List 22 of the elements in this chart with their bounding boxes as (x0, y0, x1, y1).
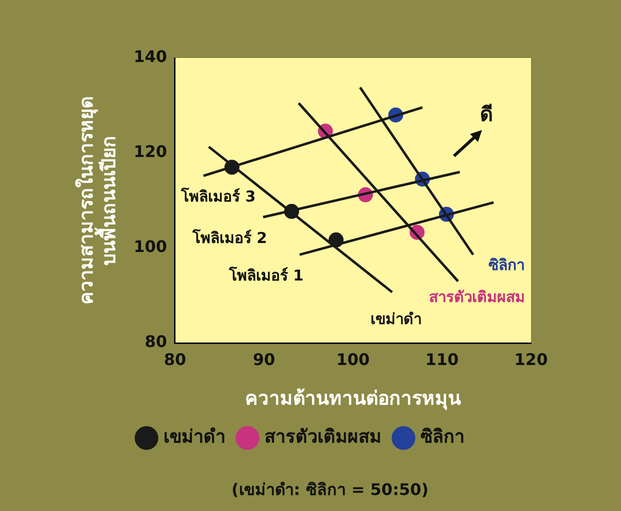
series-label: โพลิเมอร์ 2 (191, 228, 268, 248)
series-label: โพลิเมอร์ 3 (180, 186, 256, 206)
x-tick-label: 80 (164, 350, 186, 369)
text: ซิลิกา (488, 256, 524, 274)
y-tick-label: 80 (144, 332, 167, 352)
x-tick-label: 120 (514, 350, 548, 369)
legend-label: เขม่าดำ (164, 426, 226, 448)
x-axis-title: ความต้านทานต่อการหมุน (245, 388, 461, 411)
legend-label: สารตัวเติมผสม (264, 426, 382, 448)
y-tick-label: 120 (134, 142, 167, 162)
x-tick-label: 110 (425, 350, 459, 369)
series-label: โพลิเมอร์ 1 (228, 266, 304, 285)
legend-label: ซิลิกา (420, 426, 464, 448)
x-tick-label: 100 (336, 350, 370, 369)
y-tick-label: 140 (134, 47, 167, 66)
text: เขม่าดำ (370, 310, 422, 328)
annotation: ดี (480, 101, 493, 128)
text: (เขม่าดำ: ซิลิกา = 50:50) (231, 480, 429, 500)
x-tick-label: 90 (252, 350, 276, 369)
text: สารตัวเติมผสม (429, 288, 526, 306)
y-tick-label: 100 (134, 237, 167, 256)
y-axis-title: ความสามารถในการหยุด บนพื้นถนนเปียก (74, 96, 120, 304)
